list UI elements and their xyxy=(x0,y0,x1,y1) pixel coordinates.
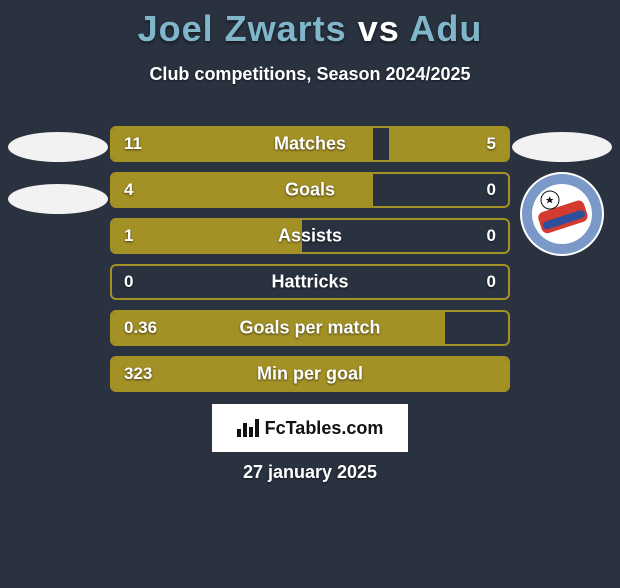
player1-silhouette-head xyxy=(8,132,108,162)
metric-label: Goals per match xyxy=(239,318,380,339)
date-text: 27 january 2025 xyxy=(243,462,377,483)
metric-row: 323 Min per goal xyxy=(110,356,510,392)
value-player1: 0.36 xyxy=(124,318,157,338)
metric-label: Assists xyxy=(278,226,342,247)
metric-label: Matches xyxy=(274,134,346,155)
metric-label: Hattricks xyxy=(271,272,348,293)
subtitle: Club competitions, Season 2024/2025 xyxy=(0,64,620,85)
value-player2: 5 xyxy=(487,134,496,154)
value-player2: 0 xyxy=(487,180,496,200)
metric-label: Goals xyxy=(285,180,335,201)
value-player2: 0 xyxy=(487,226,496,246)
value-player1: 1 xyxy=(124,226,133,246)
metric-label: Min per goal xyxy=(257,364,363,385)
metric-row: 0 Hattricks 0 xyxy=(110,264,510,300)
metric-row: 0.36 Goals per match xyxy=(110,310,510,346)
title-player1: Joel Zwarts xyxy=(138,8,347,49)
metric-row: 4 Goals 0 xyxy=(110,172,510,208)
metric-row: 1 Assists 0 xyxy=(110,218,510,254)
watermark-bars-icon xyxy=(237,419,259,437)
player2-club-badge xyxy=(520,172,604,256)
value-player1: 0 xyxy=(124,272,133,292)
player1-silhouette-body xyxy=(8,184,108,214)
page-title: Joel Zwarts vs Adu xyxy=(0,8,620,50)
value-player1: 323 xyxy=(124,364,152,384)
player2-silhouette-head xyxy=(512,132,612,162)
player2-avatar-holder xyxy=(512,126,612,256)
title-vs: vs xyxy=(358,8,400,49)
value-player1: 11 xyxy=(124,134,142,154)
watermark-text: FcTables.com xyxy=(265,418,384,439)
comparison-chart: 11 Matches 5 4 Goals 0 1 Assists 0 0 Hat… xyxy=(110,126,510,402)
bar-player1 xyxy=(112,220,302,252)
player1-avatar-holder xyxy=(8,126,108,220)
value-player2: 0 xyxy=(487,272,496,292)
club-badge-icon xyxy=(520,172,604,256)
value-player1: 4 xyxy=(124,180,133,200)
watermark-badge: FcTables.com xyxy=(212,404,408,452)
title-player2: Adu xyxy=(409,8,482,49)
metric-row: 11 Matches 5 xyxy=(110,126,510,162)
